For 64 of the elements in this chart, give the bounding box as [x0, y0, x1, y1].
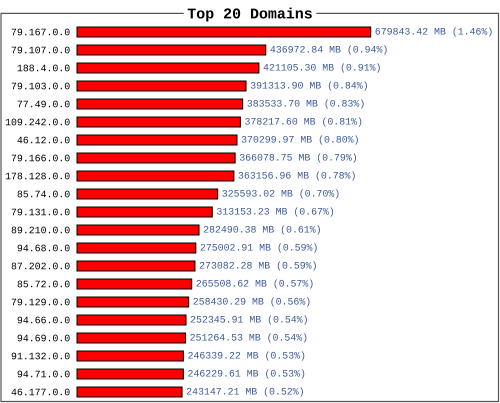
data-label: 363156.96 MB (0.78%) — [238, 171, 355, 181]
y-tick-label: 85.72.0.0 — [18, 280, 70, 288]
y-tick-label: 178.128.0.0 — [6, 172, 70, 180]
data-label: 391313.90 MB (0.84%) — [250, 81, 367, 91]
data-label: 325593.02 MB (0.70%) — [222, 189, 339, 199]
bar — [76, 278, 192, 290]
y-tick-label: 79.103.0.0 — [12, 82, 70, 90]
data-label: 243147.21 MB (0.52%) — [186, 387, 303, 397]
y-tick-label: 91.132.0.0 — [12, 352, 70, 360]
y-tick-label: 109.242.0.0 — [6, 118, 70, 126]
data-label: 378217.60 MB (0.81%) — [245, 117, 362, 127]
bar — [76, 26, 372, 38]
bar — [76, 314, 187, 326]
data-label: 251264.53 MB (0.54%) — [190, 333, 306, 343]
y-tick-label: 89.210.0.0 — [12, 226, 70, 234]
bar — [76, 368, 184, 380]
y-tick-label: 94.68.0.0 — [18, 244, 70, 252]
y-tick-label: 94.69.0.0 — [18, 334, 70, 342]
y-tick-label: 94.71.0.0 — [18, 370, 70, 378]
y-tick-label: 79.166.0.0 — [12, 154, 70, 162]
data-label: 370299.97 MB (0.80%) — [242, 135, 358, 145]
bar — [76, 386, 183, 398]
y-tick-label: 188.4.0.0 — [18, 64, 70, 72]
bar — [76, 296, 190, 308]
y-tick-label: 85.74.0.0 — [18, 190, 70, 198]
y-tick-label: 46.12.0.0 — [17, 136, 70, 144]
data-label: 421105.30 MB (0.91%) — [264, 63, 380, 73]
y-tick-label: 77.49.0.0 — [18, 100, 70, 108]
y-tick-label: 79.167.0.0 — [12, 28, 70, 36]
bar — [76, 134, 238, 146]
bar — [76, 260, 196, 272]
bar — [76, 206, 213, 218]
bar — [76, 98, 244, 110]
y-tick-label: 46.177.0.0 — [12, 388, 70, 396]
bar — [76, 224, 200, 236]
y-tick-label: 79.131.0.0 — [12, 208, 70, 216]
y-tick-label: 94.66.0.0 — [18, 316, 70, 324]
bar — [76, 116, 241, 128]
y-tick-label: 79.129.0.0 — [12, 298, 70, 306]
data-label: 246229.61 MB (0.53%) — [188, 369, 304, 379]
data-label: 273082.28 MB (0.59%) — [200, 261, 316, 271]
data-label: 252345.91 MB (0.54%) — [190, 315, 307, 325]
data-label: 366078.75 MB (0.79%) — [240, 153, 356, 163]
data-label: 313153.23 MB (0.67%) — [217, 207, 334, 217]
bar — [76, 44, 266, 56]
data-label: 265508.62 MB (0.57%) — [196, 279, 313, 289]
data-label: 282490.38 MB (0.61%) — [204, 225, 320, 235]
bar — [76, 170, 234, 182]
bar — [76, 188, 218, 200]
data-label: 275002.91 MB (0.59%) — [200, 243, 317, 253]
chart-title: Top 20 Domains — [188, 8, 312, 22]
bar — [76, 332, 186, 344]
bar — [76, 152, 236, 164]
bar — [76, 62, 260, 74]
data-label: 258430.29 MB (0.56%) — [193, 297, 310, 307]
data-label: 436972.84 MB (0.94%) — [270, 45, 387, 55]
bar — [76, 80, 247, 92]
bar — [76, 350, 184, 362]
y-tick-label: 79.107.0.0 — [12, 46, 70, 54]
y-tick-label: 87.202.0.0 — [12, 262, 70, 270]
data-label: 679843.42 MB (1.46%) — [376, 27, 492, 37]
bar — [76, 242, 196, 254]
data-label: 383533.70 MB (0.83%) — [247, 99, 364, 109]
data-label: 246339.22 MB (0.53%) — [188, 351, 304, 361]
